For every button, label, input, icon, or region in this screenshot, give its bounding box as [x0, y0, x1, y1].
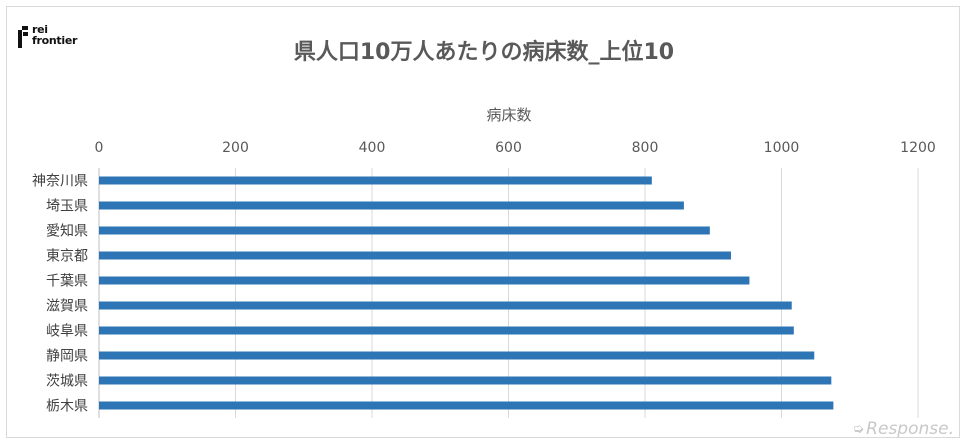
- category-label: 東京都: [46, 249, 88, 265]
- category-label: 神奈川県: [32, 174, 88, 190]
- bar: [99, 201, 684, 210]
- logo-line-2: frontier: [32, 34, 78, 47]
- category-label: 栃木県: [46, 399, 88, 415]
- category-label: 茨城県: [46, 374, 88, 390]
- bar: [99, 351, 815, 360]
- brand-logo: rei frontier: [18, 24, 77, 48]
- watermark-text: Response.: [866, 419, 954, 439]
- x-tick-label: 600: [495, 140, 522, 156]
- bar: [99, 301, 792, 310]
- bar: [99, 226, 710, 235]
- category-label: 愛知県: [46, 223, 88, 240]
- bar: [99, 176, 652, 185]
- bar: [99, 326, 794, 335]
- category-label: 滋賀県: [46, 299, 88, 315]
- bar: [99, 276, 750, 285]
- x-tick-labels: 0 200 400 600 800 1000 1200: [95, 140, 936, 156]
- gridlines: [98, 168, 919, 418]
- response-watermark: ➭ Response.: [852, 419, 954, 439]
- logo-mark-icon: [18, 26, 28, 48]
- category-label: 千葉県: [46, 274, 88, 290]
- x-axis-title: 病床数: [486, 106, 531, 124]
- x-tick-label: 0: [95, 140, 104, 156]
- category-label: 岐阜県: [46, 323, 88, 340]
- x-tick-label: 200: [222, 140, 249, 156]
- category-label: 静岡県: [46, 349, 88, 365]
- x-tick-label: 1200: [900, 140, 936, 156]
- chart-frame: [6, 6, 960, 438]
- bar: [99, 376, 832, 385]
- category-label: 埼玉県: [46, 199, 88, 215]
- logo-line-1: rei: [32, 23, 48, 36]
- x-tick-label: 800: [632, 140, 659, 156]
- watermark-arrow-icon: ➭: [852, 421, 865, 437]
- bar: [99, 251, 731, 260]
- x-tick-label: 1000: [764, 140, 800, 156]
- bar: [99, 401, 834, 410]
- chart-title: 県人口10万人あたりの病床数_上位10: [293, 40, 675, 65]
- x-tick-label: 400: [359, 140, 386, 156]
- bars: [99, 176, 834, 410]
